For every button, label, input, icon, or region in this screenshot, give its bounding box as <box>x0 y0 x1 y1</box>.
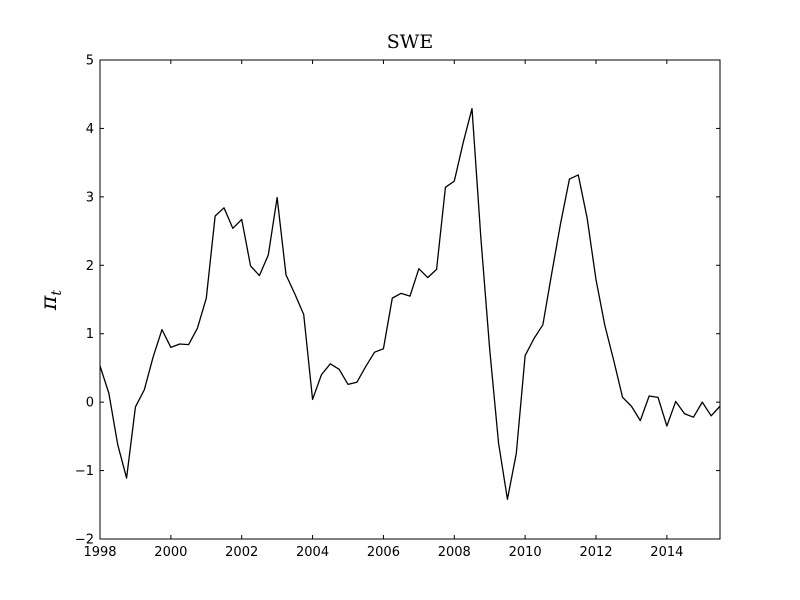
y-tick-label: 1 <box>86 327 94 342</box>
series-line-0 <box>99 107 721 500</box>
axis-ticks: 1998 2000 2002 2004 2006 2008 2010 2012 2014−2−1… <box>75 54 720 560</box>
y-tick-label: 0 <box>86 396 94 411</box>
chart-title: SWE <box>387 31 433 53</box>
y-tick-label: 3 <box>86 190 94 205</box>
x-tick-label: 2012 <box>579 545 612 560</box>
y-tick-label: −2 <box>75 533 94 548</box>
x-tick-label: 1998 <box>83 545 116 560</box>
x-tick-label: 2010 <box>509 545 542 560</box>
x-tick-label: 2008 <box>438 545 471 560</box>
y-tick-label: −1 <box>75 464 94 479</box>
y-axis-label-symbol: π <box>37 295 62 311</box>
x-tick-label: 2004 <box>296 545 329 560</box>
y-tick-label: 2 <box>86 259 94 274</box>
y-tick-label: 4 <box>86 122 94 137</box>
y-axis-label: πt <box>37 290 65 311</box>
plot-frame <box>99 59 721 540</box>
plot-area <box>99 107 721 500</box>
y-axis-label-subscript: t <box>49 290 65 296</box>
y-tick-label: 5 <box>86 54 94 69</box>
x-tick-label: 2000 <box>154 545 187 560</box>
x-tick-label: 2006 <box>367 545 400 560</box>
x-tick-label: 2014 <box>650 545 683 560</box>
x-tick-label: 2002 <box>225 545 258 560</box>
